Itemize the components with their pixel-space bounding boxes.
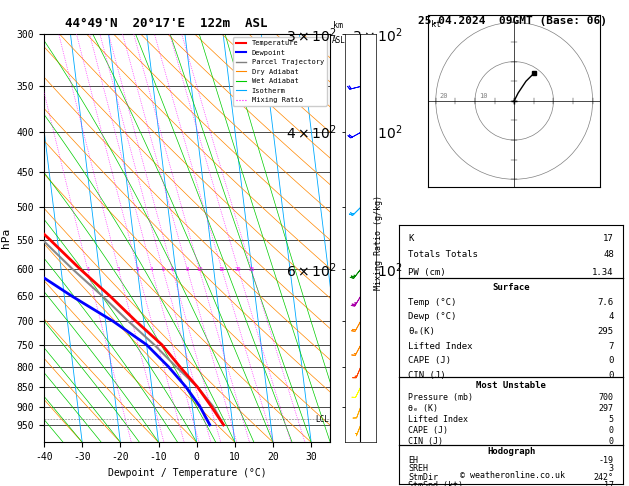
Y-axis label: hPa: hPa	[1, 228, 11, 248]
Text: 242°: 242°	[594, 473, 614, 482]
Text: kt: kt	[431, 20, 442, 29]
Text: 297: 297	[599, 404, 614, 413]
Text: 4: 4	[608, 312, 614, 321]
Text: Most Unstable: Most Unstable	[476, 381, 546, 390]
Text: StmDir: StmDir	[408, 473, 438, 482]
Text: Surface: Surface	[493, 283, 530, 292]
Text: 3: 3	[609, 464, 614, 473]
Text: © weatheronline.co.uk: © weatheronline.co.uk	[460, 471, 565, 480]
Text: 20: 20	[235, 266, 242, 272]
Text: 700: 700	[599, 393, 614, 402]
Legend: Temperature, Dewpoint, Parcel Trajectory, Dry Adiabat, Wet Adiabat, Isotherm, Mi: Temperature, Dewpoint, Parcel Trajectory…	[233, 37, 326, 106]
Text: 6: 6	[170, 266, 174, 272]
Text: 44°49'N  20°17'E  122m  ASL: 44°49'N 20°17'E 122m ASL	[65, 17, 268, 30]
Text: 0: 0	[608, 356, 614, 365]
Text: Pressure (mb): Pressure (mb)	[408, 393, 474, 402]
Text: 7: 7	[608, 342, 614, 350]
Text: CAPE (J): CAPE (J)	[408, 356, 452, 365]
Text: 25: 25	[248, 266, 255, 272]
Text: 10: 10	[196, 266, 203, 272]
Text: CIN (J): CIN (J)	[408, 371, 446, 380]
Text: 8: 8	[186, 266, 189, 272]
Text: Lifted Index: Lifted Index	[408, 415, 469, 424]
Text: Temp (°C): Temp (°C)	[408, 298, 457, 307]
Text: Hodograph: Hodograph	[487, 447, 535, 456]
Text: PW (cm): PW (cm)	[408, 268, 446, 278]
Text: CIN (J): CIN (J)	[408, 437, 443, 446]
Text: Totals Totals: Totals Totals	[408, 250, 478, 259]
Text: SREH: SREH	[408, 464, 428, 473]
Text: 0: 0	[609, 437, 614, 446]
Text: Mixing Ratio (g/kg): Mixing Ratio (g/kg)	[374, 195, 383, 291]
Text: ASL: ASL	[331, 36, 345, 45]
Text: CAPE (J): CAPE (J)	[408, 426, 448, 435]
Text: θₑ (K): θₑ (K)	[408, 404, 438, 413]
Text: 10: 10	[479, 93, 487, 99]
Text: 15: 15	[218, 266, 225, 272]
Text: StmSpd (kt): StmSpd (kt)	[408, 481, 464, 486]
Text: 295: 295	[598, 327, 614, 336]
Text: 1.34: 1.34	[593, 268, 614, 278]
Text: LCL: LCL	[315, 415, 329, 424]
Text: 4: 4	[150, 266, 153, 272]
Text: 17: 17	[603, 234, 614, 243]
Text: K: K	[408, 234, 414, 243]
Text: -19: -19	[599, 455, 614, 465]
Text: km: km	[333, 21, 343, 30]
X-axis label: Dewpoint / Temperature (°C): Dewpoint / Temperature (°C)	[108, 468, 267, 478]
Text: Lifted Index: Lifted Index	[408, 342, 473, 350]
Text: 5: 5	[609, 415, 614, 424]
Text: 3: 3	[136, 266, 139, 272]
Text: 0: 0	[609, 426, 614, 435]
Text: 48: 48	[603, 250, 614, 259]
Text: 0: 0	[608, 371, 614, 380]
Text: 17: 17	[604, 481, 614, 486]
Text: 25.04.2024  09GMT (Base: 06): 25.04.2024 09GMT (Base: 06)	[418, 16, 607, 26]
Text: θₑ(K): θₑ(K)	[408, 327, 435, 336]
Text: EH: EH	[408, 455, 418, 465]
Text: 7.6: 7.6	[598, 298, 614, 307]
Text: 20: 20	[440, 93, 448, 99]
Text: 1: 1	[86, 266, 89, 272]
Text: Dewp (°C): Dewp (°C)	[408, 312, 457, 321]
Text: 2: 2	[117, 266, 120, 272]
Text: 5: 5	[161, 266, 164, 272]
